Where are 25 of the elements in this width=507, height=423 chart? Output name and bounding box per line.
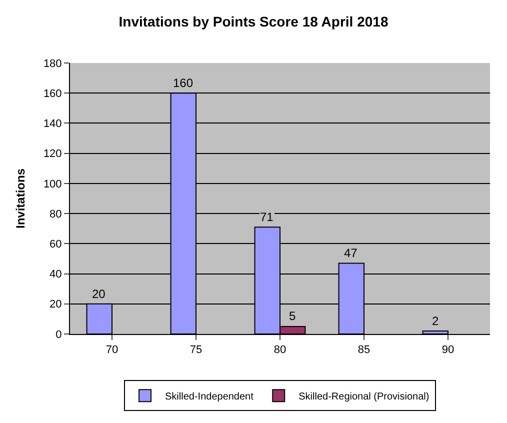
x-tick-label: 85 [358, 344, 370, 356]
x-tick-label: 70 [106, 344, 118, 356]
legend-label: Skilled-Regional (Provisional) [298, 391, 430, 402]
x-tick-label: 80 [274, 344, 286, 356]
y-axis-title: Invitations [14, 168, 28, 229]
x-tick-label: 75 [190, 344, 202, 356]
data-label: 160 [173, 76, 194, 90]
x-tick-label: 90 [442, 344, 454, 356]
chart-title: Invitations by Points Score 18 April 2018 [118, 14, 388, 30]
y-tick-label: 80 [50, 208, 62, 220]
data-label: 47 [344, 246, 358, 260]
legend-label: Skilled-Independent [165, 391, 254, 402]
data-label: 5 [289, 309, 296, 323]
y-tick-label: 180 [43, 58, 62, 70]
data-label: 20 [92, 287, 106, 301]
data-label: 2 [432, 314, 439, 328]
data-label: 71 [260, 210, 274, 224]
y-tick-label: 160 [43, 88, 62, 100]
y-tick-label: 20 [50, 298, 62, 311]
y-tick-label: 100 [43, 178, 62, 190]
y-tick-label: 140 [43, 118, 62, 130]
y-tick-label: 60 [50, 238, 62, 251]
y-tick-label: 0 [56, 328, 62, 341]
y-tick-label: 40 [50, 268, 62, 281]
y-tick-label: 120 [43, 148, 62, 160]
